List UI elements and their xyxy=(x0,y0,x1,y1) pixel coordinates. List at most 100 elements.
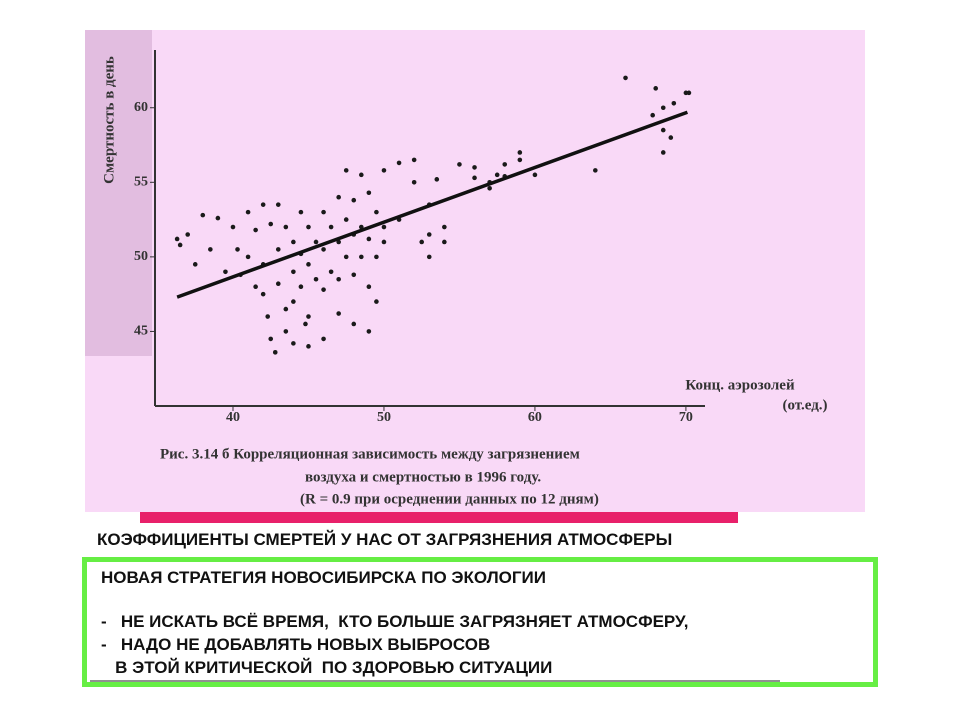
data-point xyxy=(660,150,666,155)
data-point xyxy=(275,202,281,207)
data-point xyxy=(359,254,364,260)
caption-line: Рис. 3.14 б Корреляционная зависимость м… xyxy=(160,446,580,462)
data-point xyxy=(359,172,364,178)
trend-line xyxy=(176,110,689,299)
data-point xyxy=(442,239,447,245)
x-axis-label: Конц. аэрозолей xyxy=(685,377,795,393)
data-point xyxy=(260,202,266,207)
data-point xyxy=(419,239,425,245)
data-point xyxy=(253,227,258,233)
data-point xyxy=(411,180,417,185)
data-point xyxy=(660,105,666,111)
y-tick-label: 60 xyxy=(134,100,148,115)
data-point xyxy=(298,284,304,289)
data-point xyxy=(381,168,387,173)
x-tick-label: 50 xyxy=(377,410,391,425)
data-point xyxy=(328,269,334,275)
y-tick-label: 55 xyxy=(134,175,148,190)
chart-background xyxy=(85,30,865,512)
data-point xyxy=(351,197,357,203)
data-point xyxy=(265,314,271,319)
data-point xyxy=(434,177,440,182)
caption-line: (R = 0.9 при осреднении данных по 12 дня… xyxy=(300,491,599,507)
data-point xyxy=(321,287,326,292)
data-point xyxy=(268,221,274,227)
data-point xyxy=(381,239,387,245)
data-point xyxy=(472,175,477,181)
data-point xyxy=(245,209,251,215)
data-point xyxy=(303,321,308,327)
data-point xyxy=(351,321,357,327)
data-point xyxy=(298,209,304,215)
data-point xyxy=(208,247,213,252)
data-point xyxy=(532,172,538,178)
data-point xyxy=(306,344,311,349)
data-point xyxy=(313,276,319,282)
data-point xyxy=(275,281,281,287)
data-point xyxy=(283,306,289,312)
data-point xyxy=(275,247,281,252)
data-point xyxy=(336,276,341,282)
data-point xyxy=(426,254,432,260)
data-point xyxy=(593,168,598,173)
data-point xyxy=(374,299,379,304)
data-point xyxy=(366,236,372,242)
data-point xyxy=(502,162,508,167)
data-point xyxy=(291,269,296,275)
data-point xyxy=(686,90,692,96)
headline: КОЭФФИЦИЕНТЫ СМЕРТЕЙ У НАС ОТ ЗАГРЯЗНЕНИ… xyxy=(97,530,673,549)
data-point xyxy=(472,165,477,170)
axis-strip xyxy=(85,30,152,356)
data-point xyxy=(650,112,655,118)
data-point xyxy=(306,314,311,319)
strategy-box: НОВАЯ СТРАТЕГИЯ НОВОСИБИРСКА ПО ЭКОЛОГИИ… xyxy=(82,557,878,687)
x-tick-label: 60 xyxy=(528,410,542,425)
data-point xyxy=(283,224,289,230)
data-point xyxy=(374,209,379,215)
data-point xyxy=(517,157,523,163)
data-point xyxy=(366,284,372,289)
data-point xyxy=(223,269,228,275)
data-point xyxy=(291,341,296,346)
x-axis-unit: (от.ед.) xyxy=(782,397,827,413)
data-point xyxy=(396,160,402,166)
data-point xyxy=(487,185,492,191)
data-point xyxy=(200,212,206,218)
data-point xyxy=(235,247,240,252)
data-point xyxy=(245,254,251,260)
accent-bar xyxy=(140,512,738,523)
data-point xyxy=(336,194,341,200)
data-point xyxy=(192,262,198,267)
data-point xyxy=(343,217,349,222)
data-point xyxy=(366,190,372,196)
box-item: В ЭТОЙ КРИТИЧЕСКОЙ ПО ЗДОРОВЬЮ СИТУАЦИИ xyxy=(101,658,553,677)
data-point xyxy=(457,162,462,167)
data-point xyxy=(660,127,666,133)
y-tick-label: 45 xyxy=(134,324,148,339)
data-point xyxy=(366,329,372,334)
data-point xyxy=(260,291,266,297)
data-point xyxy=(381,224,387,230)
data-point xyxy=(174,236,180,242)
data-point xyxy=(321,336,326,342)
data-point xyxy=(313,239,319,245)
data-point xyxy=(623,75,628,81)
data-point xyxy=(306,224,311,230)
data-point xyxy=(321,209,326,215)
data-point xyxy=(442,224,447,230)
data-point xyxy=(343,168,349,173)
data-point xyxy=(374,254,379,260)
data-point xyxy=(411,157,417,163)
data-point xyxy=(321,247,326,252)
data-point xyxy=(177,242,183,248)
data-point xyxy=(653,86,659,91)
y-tick-label: 50 xyxy=(134,249,148,264)
data-point xyxy=(283,329,289,334)
data-point xyxy=(291,299,296,304)
x-tick-label: 40 xyxy=(226,410,240,425)
data-point xyxy=(272,350,278,355)
data-point xyxy=(215,215,221,221)
data-point xyxy=(671,100,677,106)
